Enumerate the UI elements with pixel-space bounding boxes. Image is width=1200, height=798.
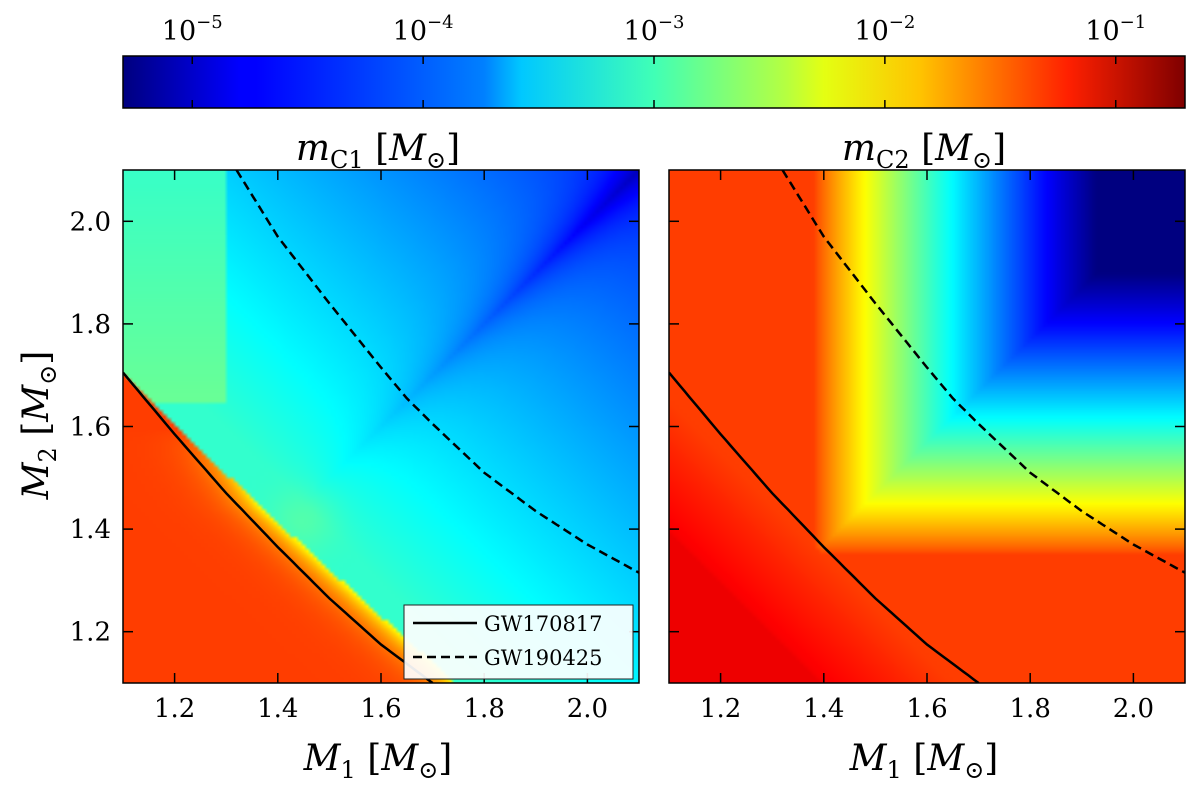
curve-gw170817 [669, 371, 980, 683]
curve-gw190425 [781, 170, 1185, 574]
colorbar-ticks: 10−5 10−4 10−3 10−2 10−1 [162, 12, 1146, 108]
x-axis-label-left: M1 [M⊙] [303, 738, 453, 784]
panel-title-mc2: mC2 [M⊙] [842, 128, 1006, 174]
colorbar-tick-label: 10−4 [393, 12, 454, 47]
curve-gw190425 [235, 170, 639, 574]
x-tick-label: 1.6 [906, 694, 947, 724]
legend-box [403, 604, 634, 680]
x-axis-label-right: M1 [M⊙] [849, 738, 999, 784]
colorbar-gradient [122, 55, 1186, 109]
panel-title-mc1: mC1 [M⊙] [296, 128, 460, 174]
legend-label-gw170817: GW170817 [484, 612, 603, 636]
heatmap-panel-mc1: 1.2 1.4 1.6 1.8 2.0 1.2 1.4 1.6 1.8 2.0 [70, 169, 640, 724]
legend-label-gw190425: GW190425 [484, 646, 603, 670]
x-tick-label: 1.8 [464, 694, 505, 724]
colorbar-tick-label: 10−2 [854, 12, 915, 47]
heatmap-image [669, 170, 1185, 683]
colorbar-tick-label: 10−5 [162, 12, 223, 47]
x-tick-label: 1.2 [700, 694, 741, 724]
y-tick-label: 1.8 [70, 310, 111, 340]
x-tick-label: 1.6 [360, 694, 401, 724]
heatmap-image [123, 170, 639, 683]
heatmap-panel-mc2: 1.2 1.4 1.6 1.8 2.0 [668, 169, 1186, 724]
y-tick-label: 1.6 [70, 413, 111, 443]
x-tick-label: 1.4 [803, 694, 844, 724]
colorbar-tick-label: 10−3 [624, 12, 685, 47]
curve-gw170817 [123, 371, 434, 683]
x-tick-label: 2.0 [567, 694, 608, 724]
y-tick-label: 1.4 [70, 515, 111, 545]
y-tick-label: 1.2 [70, 618, 111, 648]
x-tick-label: 1.2 [154, 694, 195, 724]
x-tick-label: 2.0 [1113, 694, 1154, 724]
x-tick-label: 1.8 [1010, 694, 1051, 724]
colorbar-tick-label: 10−1 [1085, 12, 1146, 47]
y-tick-label: 2.0 [70, 207, 111, 237]
x-tick-label: 1.4 [257, 694, 298, 724]
colorbar: 10−5 10−4 10−3 10−2 10−1 [122, 12, 1186, 109]
legend: GW170817 GW190425 [403, 604, 634, 680]
y-axis-label: M2 [M⊙] [16, 351, 62, 501]
